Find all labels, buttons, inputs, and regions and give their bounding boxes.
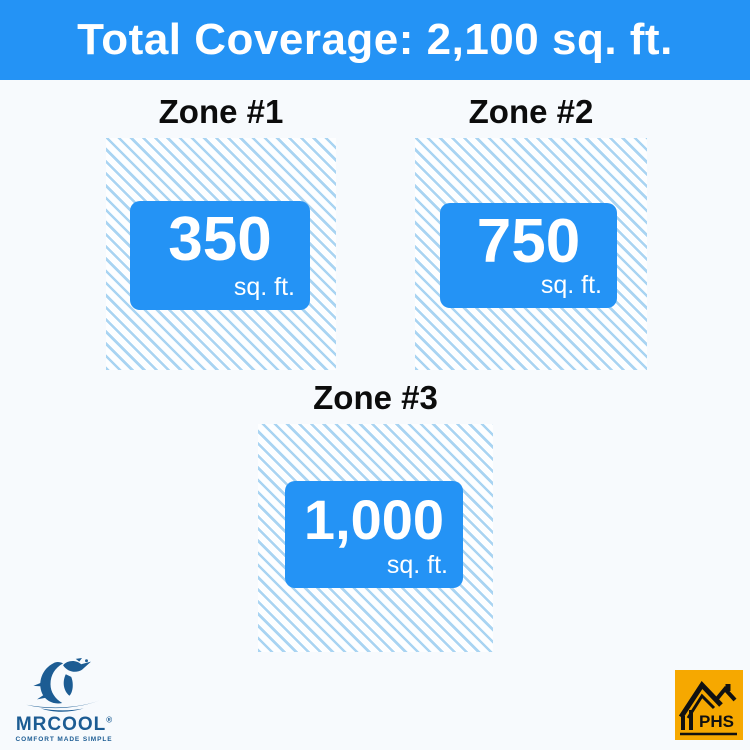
total-coverage-header: Total Coverage: 2,100 sq. ft. (0, 0, 750, 80)
zone-2-coverage-area: 750 sq. ft. (415, 138, 647, 370)
phs-logo-text: PHS (699, 712, 734, 731)
mrcool-wordmark-text: MRCOOL (15, 714, 107, 735)
zone-3-coverage-area: 1,000 sq. ft. (258, 424, 493, 652)
zone-1-title: Zone #1 (158, 93, 284, 130)
mrcool-tagline: COMFORT MADE SIMPLE (15, 736, 113, 743)
phs-logo: PHS (675, 670, 743, 740)
zone-3-title: Zone #3 (313, 379, 438, 416)
zone-1-sqft-value: 350 (168, 205, 272, 274)
zone-2-coverage-badge: 750 sq. ft. (440, 203, 617, 308)
zone-2-sqft-value: 750 (476, 207, 581, 276)
zone-3-sqft-unit: sq. ft. (386, 551, 448, 579)
penguin-mascot-icon (26, 658, 101, 712)
total-coverage-title: Total Coverage: 2,100 sq. ft. (77, 15, 673, 64)
zone-3-sqft-value: 1,000 (303, 488, 445, 551)
zone-1-sqft-unit: sq. ft. (233, 273, 295, 301)
mrcool-wordmark: MRCOOL® (16, 715, 112, 734)
zone-2-sqft-unit: sq. ft. (540, 271, 602, 299)
house-roof-icon (678, 680, 737, 736)
zone-1-coverage-badge: 350 sq. ft. (130, 201, 310, 310)
mrcool-logo: MRCOOL® COMFORT MADE SIMPLE (14, 658, 114, 746)
zone-1-coverage-area: 350 sq. ft. (106, 138, 336, 370)
zone-3-coverage-badge: 1,000 sq. ft. (285, 481, 463, 588)
zone-2-title: Zone #2 (468, 93, 594, 130)
registered-trademark-mark: ® (106, 715, 113, 725)
